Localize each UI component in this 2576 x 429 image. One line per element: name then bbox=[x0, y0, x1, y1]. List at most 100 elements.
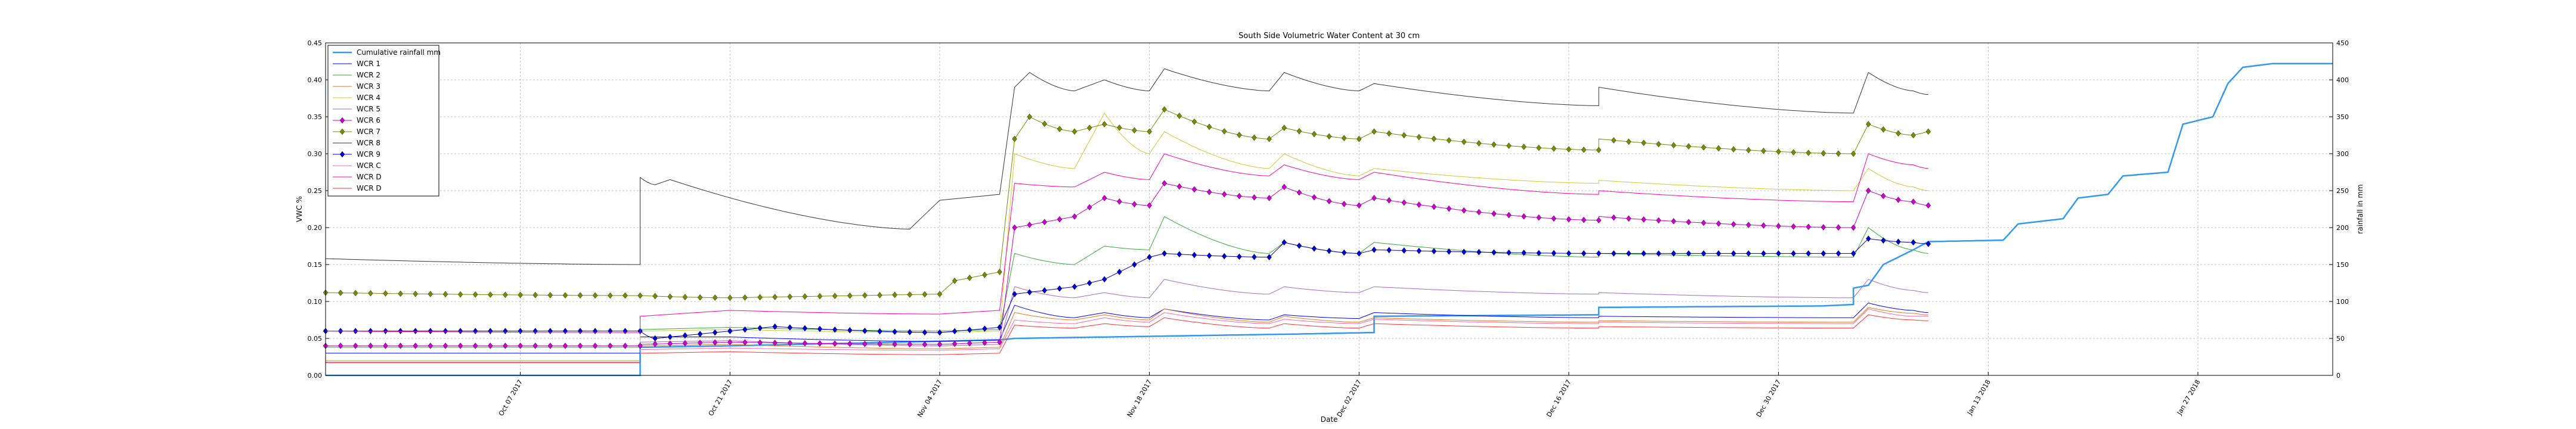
series-point bbox=[1911, 239, 1916, 246]
series-point bbox=[1012, 291, 1017, 297]
series-point bbox=[1626, 250, 1631, 257]
series-point bbox=[1776, 148, 1781, 155]
series-point bbox=[1057, 216, 1063, 223]
series-point bbox=[1536, 144, 1541, 151]
series-point bbox=[1267, 254, 1272, 260]
series-point bbox=[937, 291, 943, 297]
series-point bbox=[712, 329, 718, 336]
series-point bbox=[1072, 128, 1078, 135]
series-point bbox=[1911, 198, 1916, 205]
series-point bbox=[1101, 276, 1107, 283]
series-point bbox=[1566, 216, 1572, 223]
legend-marker bbox=[339, 117, 345, 124]
series-point bbox=[532, 291, 538, 299]
series-point bbox=[1132, 201, 1137, 208]
series-point bbox=[1117, 198, 1122, 205]
series-point bbox=[637, 343, 643, 349]
series-point bbox=[877, 341, 883, 347]
series-point bbox=[787, 340, 792, 347]
series-point bbox=[1072, 213, 1078, 220]
series-point bbox=[817, 293, 823, 300]
series-point bbox=[1221, 128, 1227, 135]
series-point bbox=[1341, 201, 1347, 207]
series-point bbox=[1296, 243, 1302, 249]
series-point bbox=[1596, 147, 1602, 154]
series-point bbox=[428, 328, 434, 334]
series-point bbox=[1641, 216, 1646, 223]
series-point bbox=[1267, 135, 1272, 142]
series-point bbox=[667, 293, 673, 300]
series-point bbox=[1911, 132, 1916, 139]
series-point bbox=[1746, 222, 1751, 228]
legend-label: WCR 6 bbox=[357, 116, 380, 125]
series-point bbox=[652, 335, 658, 342]
series-point bbox=[503, 328, 508, 334]
series-point bbox=[1072, 283, 1078, 290]
series-point bbox=[1296, 189, 1302, 196]
series-line bbox=[326, 63, 2333, 377]
series-point bbox=[1671, 142, 1676, 149]
series-point bbox=[772, 294, 778, 300]
chart-title: South Side Volumetric Water Content at 3… bbox=[1239, 32, 1420, 41]
series-point bbox=[1551, 215, 1557, 222]
series-point bbox=[352, 290, 358, 297]
series-point bbox=[1581, 147, 1587, 153]
series-point bbox=[952, 340, 958, 347]
series-point bbox=[1611, 137, 1617, 144]
legend-label: WCR D bbox=[357, 184, 382, 192]
series-point bbox=[1012, 224, 1017, 231]
series-point bbox=[1506, 212, 1512, 219]
series-point bbox=[727, 328, 733, 334]
series-point bbox=[1746, 147, 1751, 154]
series-point bbox=[757, 294, 763, 301]
series-point bbox=[1191, 186, 1197, 193]
series-point bbox=[1042, 219, 1047, 226]
series-point bbox=[1835, 250, 1841, 257]
series-point bbox=[1267, 195, 1272, 201]
series-point bbox=[398, 290, 403, 297]
series-point bbox=[623, 292, 628, 299]
series-point bbox=[1566, 146, 1572, 153]
series-point bbox=[1296, 128, 1302, 135]
series-point bbox=[967, 274, 973, 281]
series-point bbox=[1761, 147, 1766, 154]
series-point bbox=[712, 294, 718, 301]
series-point bbox=[488, 343, 493, 349]
series-point bbox=[1446, 137, 1452, 144]
series-point bbox=[1446, 205, 1452, 212]
series-point bbox=[1221, 253, 1227, 260]
series-line bbox=[325, 68, 1928, 265]
series-point bbox=[1191, 251, 1197, 259]
legend-label: WCR 8 bbox=[357, 139, 380, 147]
series-point bbox=[1311, 245, 1317, 252]
series-point bbox=[1281, 125, 1287, 131]
series-point bbox=[1791, 149, 1796, 156]
series-point bbox=[1641, 250, 1646, 257]
y-tick-label: 0.35 bbox=[308, 113, 323, 121]
series-point bbox=[1806, 250, 1812, 257]
series-point bbox=[1237, 192, 1242, 200]
series-point bbox=[1820, 250, 1826, 257]
series-13 bbox=[326, 314, 1928, 363]
y-axis-label: VWC % bbox=[295, 196, 304, 222]
y-right-tick-label: 400 bbox=[2336, 76, 2349, 84]
y-right-tick-label: 200 bbox=[2336, 224, 2349, 232]
series-point bbox=[1386, 247, 1392, 254]
series-point bbox=[1746, 250, 1751, 257]
series-point bbox=[967, 327, 973, 334]
series-point bbox=[997, 338, 1002, 346]
series-point bbox=[413, 343, 418, 349]
series-point bbox=[1401, 199, 1407, 206]
series-point bbox=[1117, 269, 1122, 275]
series-point bbox=[1611, 214, 1617, 221]
series-point bbox=[1866, 121, 1871, 128]
series-point bbox=[652, 293, 658, 300]
series-point bbox=[472, 291, 478, 298]
series-point bbox=[1132, 261, 1137, 268]
series-point bbox=[1356, 202, 1362, 209]
series-point bbox=[1206, 188, 1212, 195]
series-point bbox=[1416, 247, 1422, 254]
series-point bbox=[442, 343, 448, 349]
series-point bbox=[1521, 213, 1527, 220]
series-point bbox=[1206, 123, 1212, 130]
